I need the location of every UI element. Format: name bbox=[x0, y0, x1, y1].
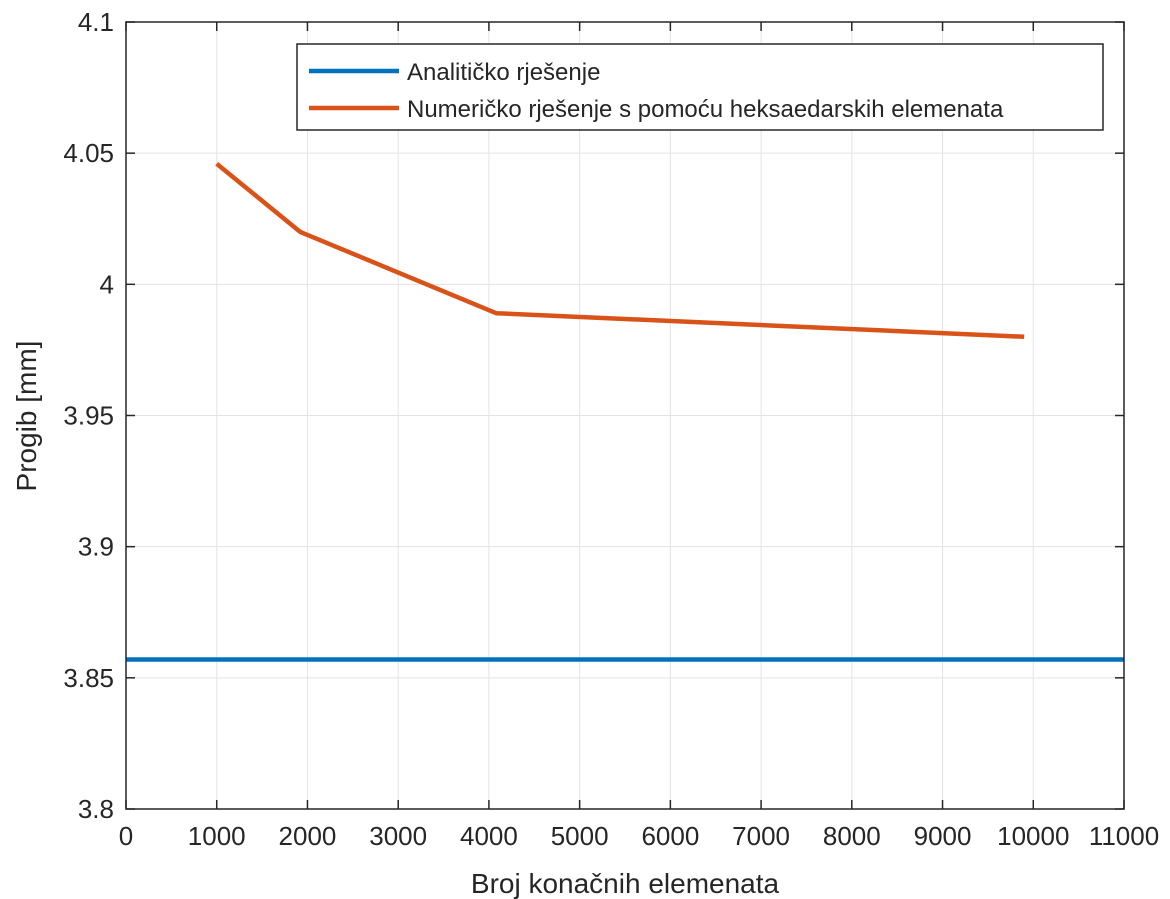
x-tick-label: 9000 bbox=[914, 821, 972, 851]
series-line-numerical bbox=[215, 161, 1025, 340]
y-tick-label: 3.95 bbox=[63, 401, 114, 431]
legend: Analitičko rješenje Numeričko rješenje s… bbox=[296, 43, 1104, 131]
series-lines bbox=[126, 161, 1124, 662]
x-tick-label: 2000 bbox=[279, 821, 337, 851]
x-tick-label: 8000 bbox=[823, 821, 881, 851]
y-tick-label: 4.05 bbox=[63, 138, 114, 168]
x-tick-label: 7000 bbox=[732, 821, 790, 851]
x-axis-label: Broj konačnih elemenata bbox=[471, 868, 780, 899]
x-tick-label: 0 bbox=[119, 821, 133, 851]
y-tick-label: 3.85 bbox=[63, 663, 114, 693]
x-tick-label: 11000 bbox=[1089, 821, 1159, 851]
x-tick-label: 4000 bbox=[460, 821, 518, 851]
axis-ticks bbox=[125, 21, 1125, 810]
y-axis-label: Progib [mm] bbox=[11, 341, 42, 492]
y-tick-labels: 3.8 3.85 3.9 3.95 4 4.05 4.1 bbox=[63, 7, 114, 824]
x-tick-label: 5000 bbox=[551, 821, 609, 851]
x-tick-label: 10000 bbox=[997, 821, 1069, 851]
x-tick-labels: 0 1000 2000 3000 4000 5000 6000 7000 8000 9000 100… bbox=[119, 821, 1159, 851]
x-tick-label: 1000 bbox=[188, 821, 246, 851]
legend-entry-analytical: Analitičko rješenje bbox=[407, 59, 600, 86]
y-tick-label: 4 bbox=[100, 269, 114, 299]
legend-entry-numerical: Numeričko rješenje s pomoću heksaedarski… bbox=[407, 96, 1004, 123]
y-tick-label: 3.8 bbox=[78, 794, 114, 824]
x-tick-label: 6000 bbox=[641, 821, 699, 851]
x-tick-label: 3000 bbox=[369, 821, 427, 851]
y-tick-label: 3.9 bbox=[78, 532, 114, 562]
y-tick-label: 4.1 bbox=[78, 7, 114, 37]
legend-box bbox=[296, 43, 1104, 131]
